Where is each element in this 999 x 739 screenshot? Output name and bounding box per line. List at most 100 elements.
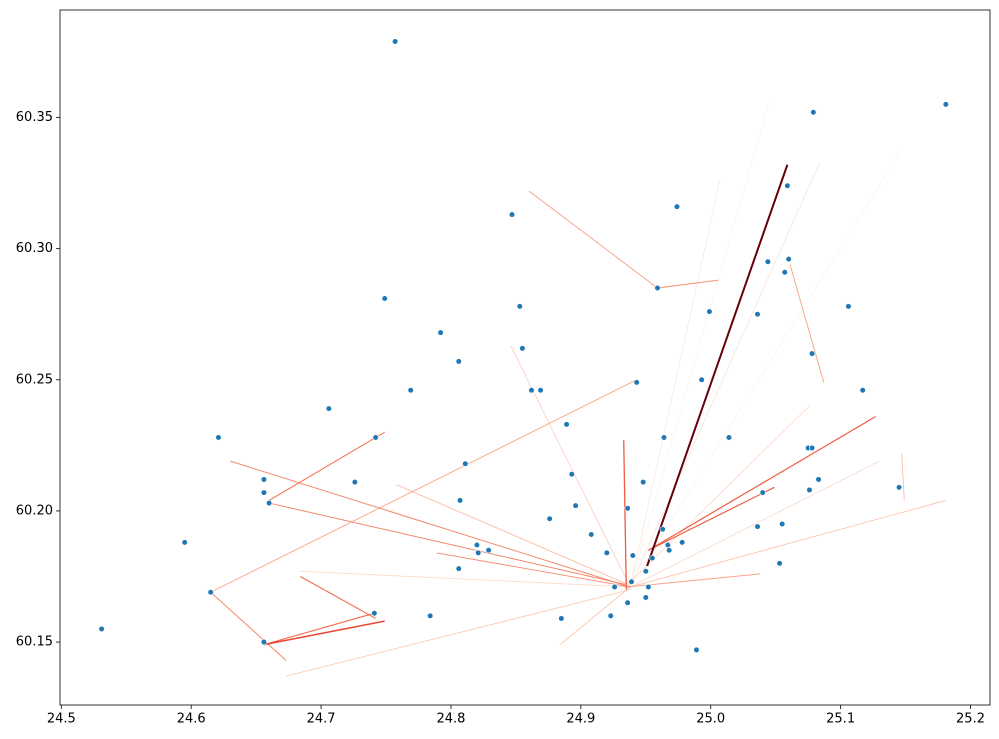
point [351,478,358,486]
flow-line [210,379,637,593]
flow-line [559,586,631,645]
flow-line [285,589,631,677]
flow-line [269,502,626,585]
y-tick-label: 60.25 [16,372,53,387]
point [815,476,822,483]
point [260,638,268,646]
point [759,489,766,496]
plot-frame [59,9,991,706]
point [640,478,647,486]
point [624,599,631,606]
point [660,434,668,441]
point [588,531,595,538]
point [260,489,268,496]
point [325,405,332,412]
point [698,376,705,383]
flow-line [210,591,287,661]
point [649,555,656,562]
flow-line [396,484,628,585]
point [808,444,816,452]
point [508,211,516,218]
point [462,460,469,467]
flow-line [263,620,385,646]
point [181,539,188,546]
point [895,484,903,491]
flow-line [510,345,631,588]
point [563,421,570,428]
x-tick-label: 25.1 [826,712,855,727]
point [455,358,462,365]
point [407,387,414,394]
point [260,476,268,483]
flow-line [627,405,810,585]
point [207,589,214,596]
point [98,625,105,633]
point [654,284,661,292]
flow-line [630,500,946,588]
flow-line [230,460,631,588]
point [642,568,649,575]
flow-line [629,151,901,588]
point [456,497,464,504]
flow-line [623,440,627,590]
point [629,552,636,559]
x-tick-label: 25.0 [696,712,725,727]
y-tick-label: 60.20 [16,503,53,518]
flow-line [789,264,825,383]
point [215,434,222,441]
point [779,520,786,528]
point [785,256,792,263]
flow-line [300,570,631,588]
point [781,269,788,276]
flow-line [436,552,631,588]
point [642,594,649,601]
flow-line [901,453,905,501]
x-tick-label: 24.8 [436,712,465,727]
point [473,541,481,549]
point [603,549,610,556]
point [572,502,579,509]
point [679,539,686,546]
flow-line [268,431,385,501]
point [706,308,713,315]
point [942,101,949,108]
point [776,560,783,567]
flow-line [648,415,877,551]
point [859,387,866,394]
flow-line [629,180,721,588]
point [519,345,526,352]
point [808,350,816,357]
point [266,499,273,507]
point [371,610,378,617]
point [624,505,631,512]
point [607,612,614,619]
point [666,547,673,554]
point [381,295,388,302]
point [754,523,761,530]
point [806,486,813,494]
point [528,387,535,394]
point [475,549,482,556]
x-tick-label: 25.2 [956,712,985,727]
point [754,311,761,318]
flow-line [646,164,789,567]
point [764,258,771,265]
point [659,526,666,533]
flow-line [629,161,821,588]
x-tick-label: 24.5 [47,712,76,727]
point [392,38,399,45]
point [546,515,553,522]
x-tick-label: 24.7 [307,712,336,727]
flow-line [657,279,719,289]
point [784,182,791,189]
flow-line [629,101,770,588]
x-tick-label: 24.9 [566,712,595,727]
point [725,434,733,441]
flow-line [648,486,775,551]
point [673,203,681,210]
flow-line [263,612,375,646]
point [633,379,640,386]
point [437,329,444,336]
